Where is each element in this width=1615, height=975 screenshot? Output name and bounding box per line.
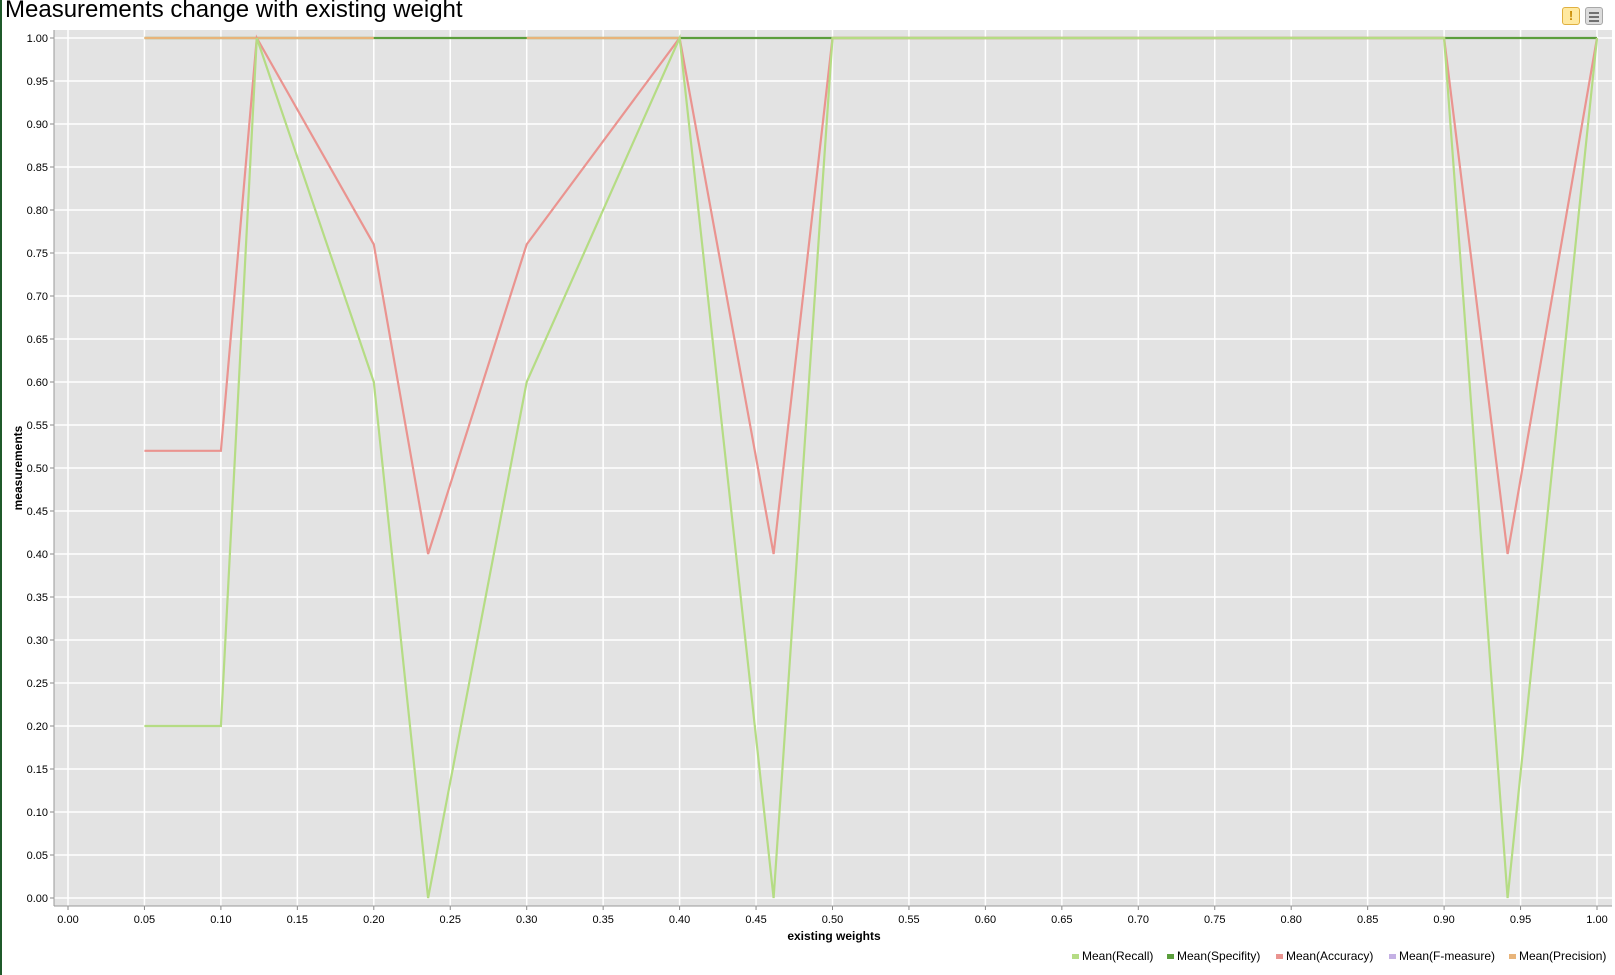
y-tick-label: 0.60 xyxy=(27,377,48,389)
x-tick-label: 0.15 xyxy=(287,914,308,926)
x-tick-label: 0.70 xyxy=(1128,914,1149,926)
y-tick-label: 1.00 xyxy=(27,33,48,45)
x-axis-title: existing weights xyxy=(787,929,881,943)
x-tick-label: 0.40 xyxy=(669,914,690,926)
menu-icon-bar xyxy=(1589,20,1599,22)
legend-label: Mean(Specifity) xyxy=(1177,949,1260,963)
legend-swatch xyxy=(1389,954,1396,959)
series-line-mean-accuracy xyxy=(144,34,1599,555)
y-tick-label: 0.50 xyxy=(27,463,48,475)
y-axis-title: measurements xyxy=(11,425,25,510)
y-tick-label: 0.75 xyxy=(27,248,48,260)
y-tick-label: 0.30 xyxy=(27,635,48,647)
warning-icon[interactable]: ! xyxy=(1562,7,1580,25)
x-tick-label: 0.75 xyxy=(1204,914,1225,926)
y-tick-label: 0.90 xyxy=(27,119,48,131)
y-tick-label: 0.20 xyxy=(27,721,48,733)
y-tick-label: 0.70 xyxy=(27,291,48,303)
x-tick-label: 0.60 xyxy=(975,914,996,926)
x-tick-label: 0.30 xyxy=(516,914,537,926)
x-tick-label: 0.25 xyxy=(440,914,461,926)
legend-swatch xyxy=(1509,954,1516,959)
x-tick-label: 0.10 xyxy=(210,914,231,926)
x-tick-label: 0.05 xyxy=(134,914,155,926)
legend-swatch xyxy=(1276,954,1283,959)
y-tick-label: 0.05 xyxy=(27,850,48,862)
y-tick-label: 0.80 xyxy=(27,205,48,217)
legend-label: Mean(Accuracy) xyxy=(1286,949,1373,963)
legend-label: Mean(F-measure) xyxy=(1399,949,1495,963)
legend-swatch xyxy=(1072,954,1079,959)
x-tick-label: 0.45 xyxy=(745,914,766,926)
y-tick-label: 0.95 xyxy=(27,76,48,88)
y-tick-label: 0.45 xyxy=(27,506,48,518)
y-tick-label: 0.25 xyxy=(27,678,48,690)
y-tick-label: 0.65 xyxy=(27,334,48,346)
y-tick-label: 0.85 xyxy=(27,162,48,174)
window-left-edge xyxy=(0,0,2,975)
y-tick-label: 0.15 xyxy=(27,764,48,776)
menu-icon-bar xyxy=(1589,16,1599,18)
x-tick-label: 0.00 xyxy=(57,914,78,926)
y-tick-label: 0.00 xyxy=(27,893,48,905)
y-tick-label: 0.55 xyxy=(27,420,48,432)
x-tick-label: 0.90 xyxy=(1433,914,1454,926)
menu-icon[interactable] xyxy=(1585,7,1603,25)
x-tick-label: 0.20 xyxy=(363,914,384,926)
x-tick-label: 0.80 xyxy=(1280,914,1301,926)
y-tick-label: 0.10 xyxy=(27,807,48,819)
legend-label: Mean(Precision) xyxy=(1519,949,1606,963)
x-tick-label: 0.85 xyxy=(1357,914,1378,926)
legend-swatch xyxy=(1167,954,1174,959)
x-tick-label: 0.55 xyxy=(898,914,919,926)
menu-icon-bar xyxy=(1589,12,1599,14)
x-tick-label: 0.65 xyxy=(1051,914,1072,926)
series-line-mean-recall xyxy=(144,33,1599,899)
x-tick-label: 0.35 xyxy=(592,914,613,926)
legend-label: Mean(Recall) xyxy=(1082,949,1153,963)
chart-title: Measurements change with existing weight xyxy=(5,0,463,23)
x-tick-label: 0.95 xyxy=(1510,914,1531,926)
x-tick-label: 0.50 xyxy=(822,914,843,926)
y-tick-label: 0.40 xyxy=(27,549,48,561)
y-tick-label: 0.35 xyxy=(27,592,48,604)
x-tick-label: 1.00 xyxy=(1586,914,1607,926)
